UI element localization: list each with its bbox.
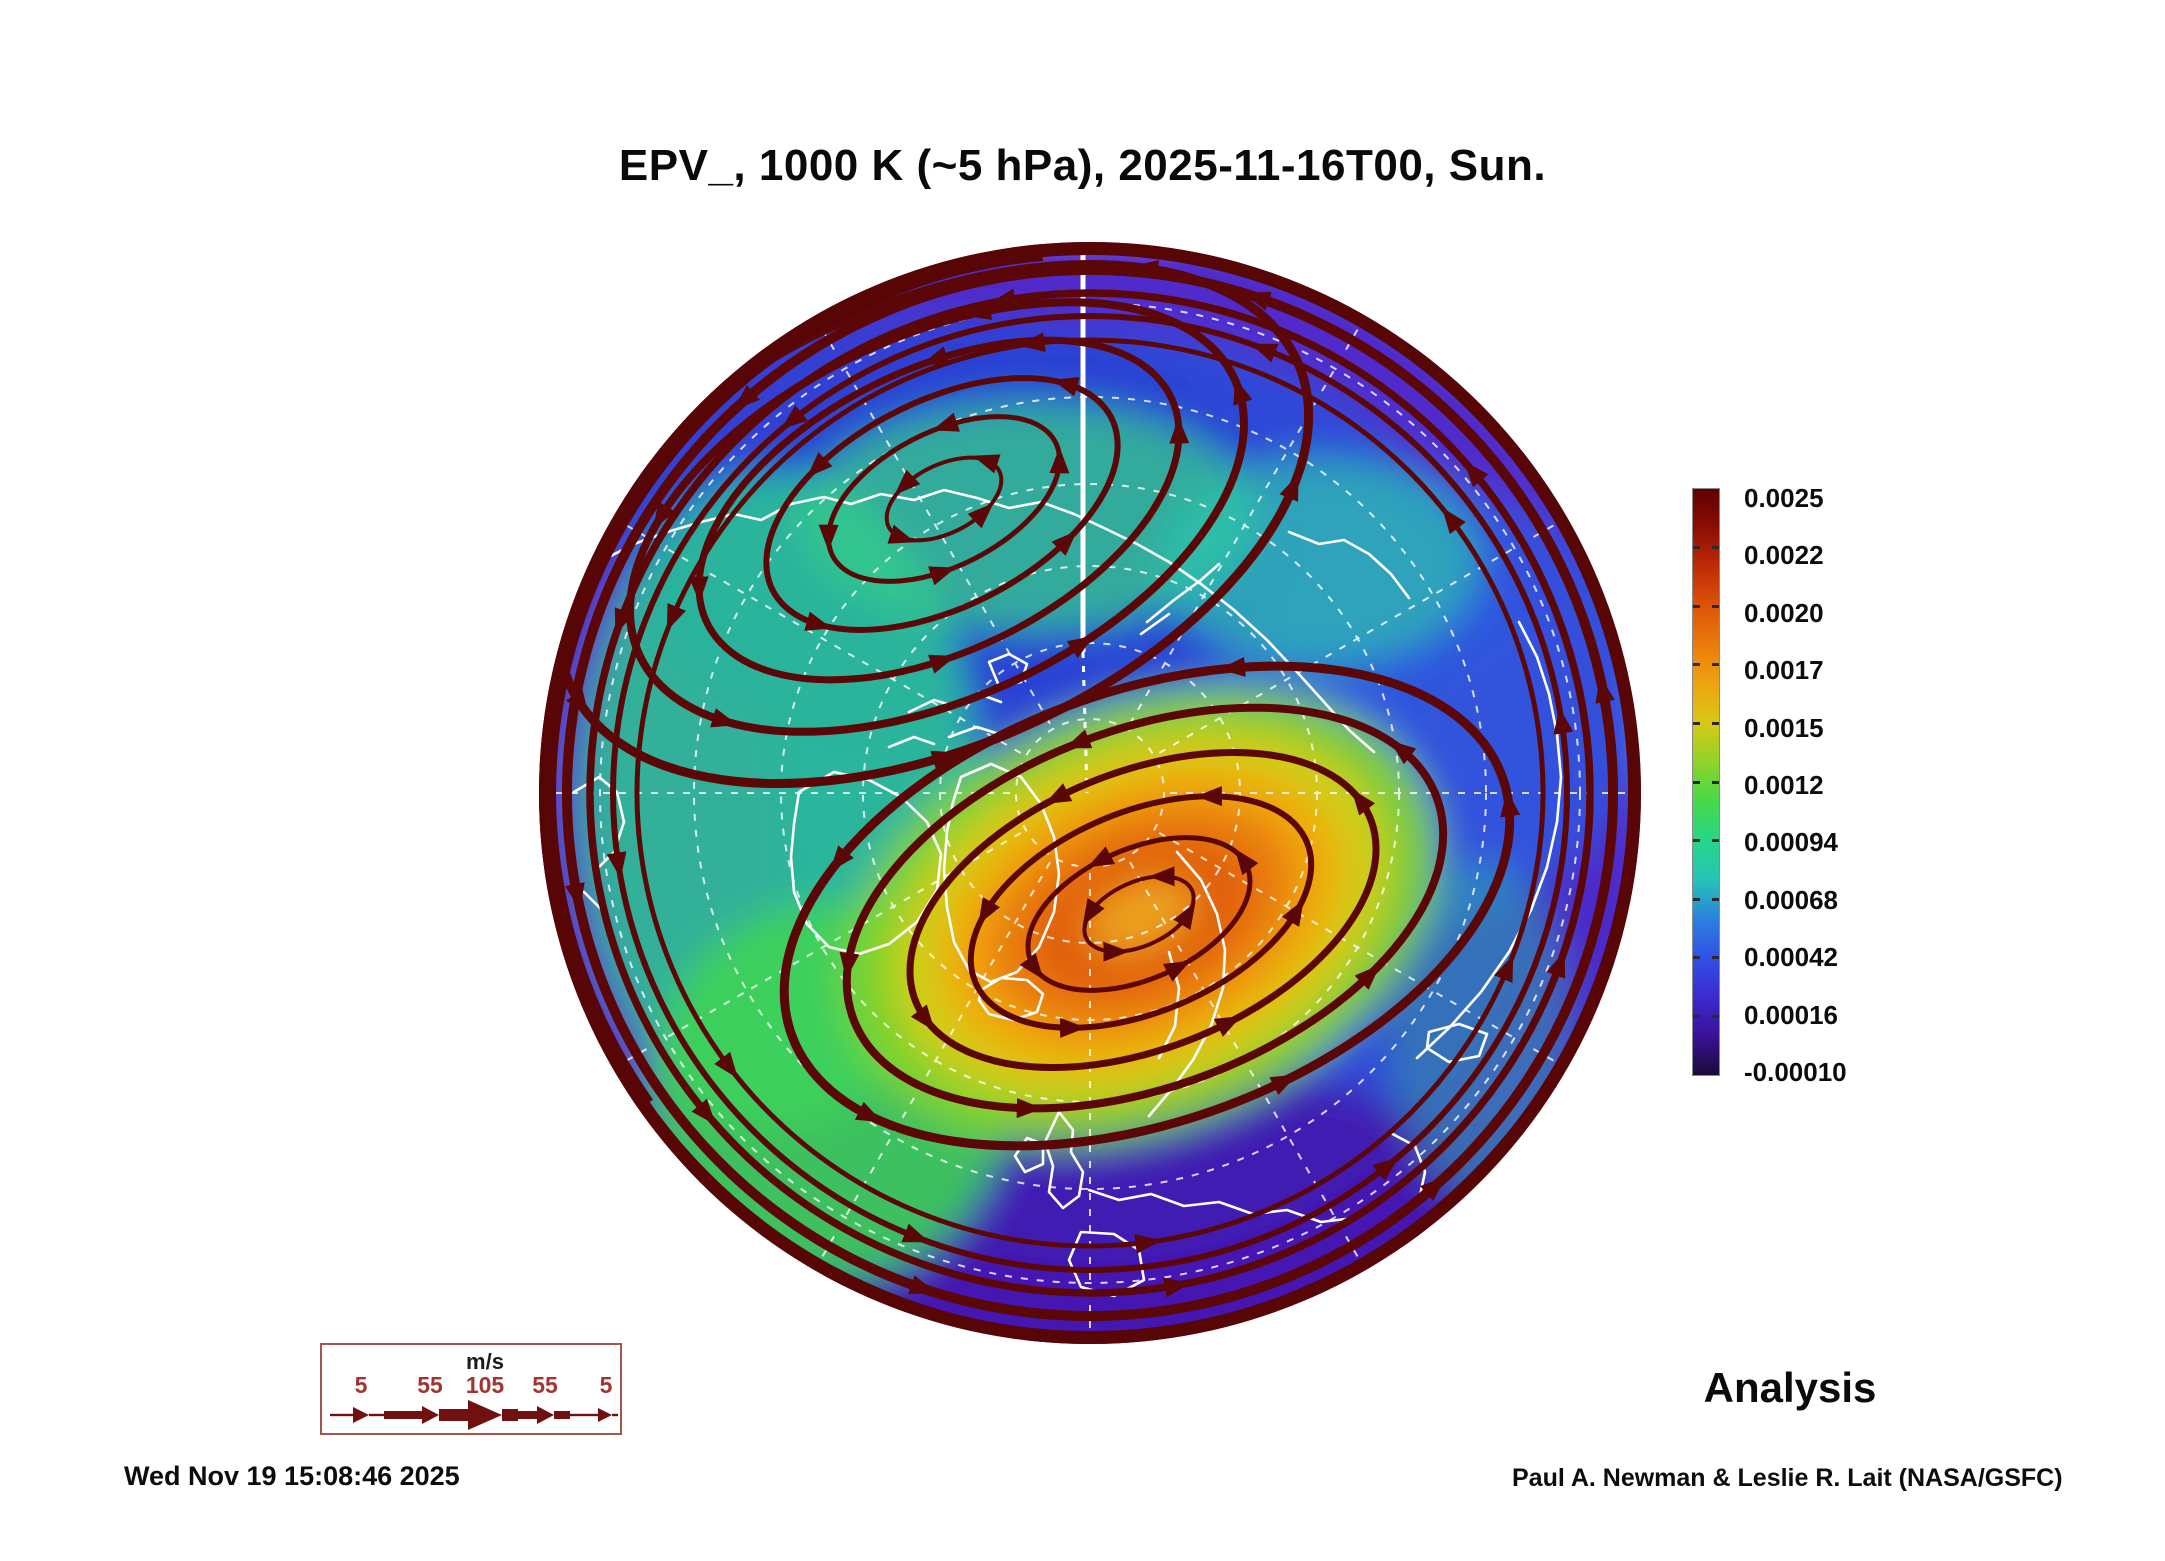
- colorbar-tick: [1712, 546, 1719, 550]
- colorbar-tick: [1712, 956, 1719, 960]
- analysis-label: Analysis: [1703, 1364, 1877, 1411]
- colorbar-tick: [1693, 1014, 1700, 1018]
- polar-map: [539, 242, 1641, 1344]
- colorbar-tick-label: 0.00068: [1744, 884, 1838, 915]
- colorbar-labels: 0.0025 0.0022 0.0020 0.0017 0.0015 0.001…: [1744, 483, 1924, 1087]
- colorbar: [1692, 488, 1720, 1076]
- colorbar-tick: [1712, 1014, 1719, 1018]
- colorbar-tick: [1693, 780, 1700, 784]
- streamline: [554, 259, 1314, 788]
- colorbar-tick-label: 0.00016: [1744, 999, 1838, 1030]
- wind-speed-label: 5: [354, 1372, 368, 1398]
- colorbar-tick-label: 0.0015: [1744, 712, 1824, 743]
- colorbar-tick: [1693, 956, 1700, 960]
- colorbar-tick: [1712, 663, 1719, 667]
- colorbar-tick: [1693, 663, 1700, 667]
- colorbar-tick-label: 0.0012: [1744, 769, 1824, 800]
- timestamp: Wed Nov 19 15:08:46 2025: [124, 1461, 460, 1491]
- colorbar-tick: [1693, 546, 1700, 550]
- credit: Paul A. Newman & Leslie R. Lait (NASA/GS…: [1512, 1464, 2063, 1492]
- wind-speed-label: 5: [599, 1372, 613, 1398]
- colorbar-tick: [1712, 721, 1719, 725]
- colorbar-tick-label: 0.00094: [1744, 827, 1838, 858]
- wind-unit-label: m/s: [466, 1349, 504, 1374]
- vortex-rim: [539, 242, 1641, 1344]
- colorbar-tick-label: 0.0022: [1744, 540, 1824, 571]
- colorbar-tick: [1712, 839, 1719, 843]
- streamlines: [554, 259, 1618, 1322]
- colorbar-tick: [1712, 780, 1719, 784]
- colorbar-tick: [1712, 604, 1719, 608]
- colorbar-tick-label: -0.00010: [1744, 1056, 1847, 1087]
- wind-legend: m/s 5 55 105 55 5: [320, 1343, 622, 1435]
- colorbar-tick-label: 0.00042: [1744, 942, 1838, 973]
- streamline: [779, 657, 1521, 1151]
- wind-speed-label: 55: [532, 1372, 558, 1398]
- colorbar-tick-label: 0.0020: [1744, 597, 1824, 628]
- wind-speed-label: 105: [465, 1372, 505, 1398]
- colorbar-tick: [1693, 604, 1700, 608]
- colorbar-tick: [1693, 721, 1700, 725]
- plot-title: EPV_, 1000 K (~5 hPa), 2025-11-16T00, Su…: [618, 141, 1547, 190]
- colorbar-tick: [1693, 897, 1700, 901]
- colorbar-tick: [1693, 839, 1700, 843]
- wind-arrow-glyph: [330, 1400, 618, 1430]
- epv-field: [539, 242, 1641, 1344]
- wind-speed-label: 55: [417, 1372, 443, 1398]
- colorbar-tick: [1712, 897, 1719, 901]
- colorbar-tick-label: 0.0017: [1744, 655, 1824, 686]
- colorbar-tick-label: 0.0025: [1744, 483, 1824, 513]
